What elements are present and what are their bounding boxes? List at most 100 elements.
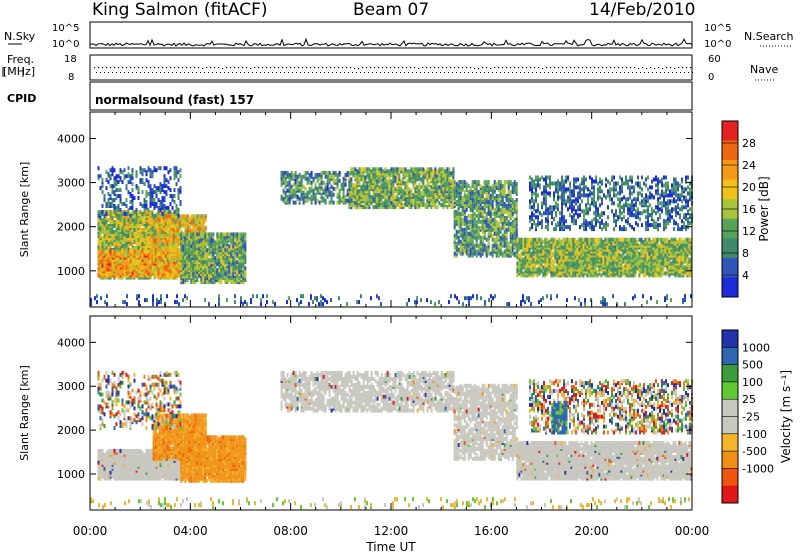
power-cell <box>125 204 128 208</box>
power-cell <box>224 266 227 271</box>
power-cell <box>368 167 371 172</box>
power-cell <box>461 202 464 206</box>
power-cell <box>455 241 458 246</box>
power-cell <box>382 177 385 182</box>
nave-point <box>116 72 117 73</box>
power-cell <box>334 186 337 191</box>
power-cell <box>222 232 225 237</box>
nave-point <box>148 72 149 73</box>
power-cell <box>416 167 419 172</box>
power-cell <box>479 247 482 252</box>
power-cell <box>310 180 313 185</box>
power-cell <box>448 171 451 176</box>
power-cell <box>228 232 231 237</box>
power-cell <box>396 185 399 190</box>
nave-point <box>152 72 153 73</box>
power-cell <box>424 185 427 190</box>
power-cell <box>99 222 102 226</box>
power-cell <box>412 199 415 204</box>
power-cell <box>226 248 229 253</box>
nave-point <box>248 72 249 73</box>
power-cell <box>453 233 456 238</box>
power-cell <box>342 190 345 195</box>
power-cell <box>444 195 447 200</box>
power-cell <box>372 197 375 202</box>
power-cell <box>151 261 154 266</box>
power-cell <box>206 232 209 237</box>
power-cell <box>202 232 205 237</box>
power-cell <box>360 167 363 172</box>
power-cell <box>133 249 136 254</box>
power-cell <box>208 236 211 241</box>
power-cell <box>113 176 116 181</box>
power-cell <box>242 232 245 237</box>
power-cell <box>388 169 391 174</box>
power-cell <box>131 237 134 242</box>
freq-point <box>290 67 292 69</box>
power-cell <box>190 278 193 283</box>
power-cell <box>332 176 335 181</box>
power-cell <box>103 198 106 202</box>
power-cell <box>177 192 180 196</box>
power-cell <box>396 167 399 172</box>
freq-point <box>562 67 564 69</box>
power-cell <box>475 213 478 218</box>
power-cell <box>434 167 437 172</box>
power-cell <box>350 195 353 200</box>
power-cell <box>434 205 437 210</box>
power-cell <box>368 173 371 178</box>
freq-point <box>422 67 424 69</box>
power-cell <box>143 198 146 202</box>
power-cell <box>190 238 193 243</box>
power-cell <box>192 272 195 277</box>
power-cell <box>173 170 176 175</box>
power-cell <box>467 190 470 195</box>
power-cell <box>469 186 472 191</box>
power-cell <box>475 223 478 228</box>
power-cell <box>139 224 142 228</box>
power-cell <box>119 168 122 173</box>
freq-point <box>314 67 316 69</box>
power-cell <box>218 232 221 237</box>
power-cell <box>386 169 389 174</box>
power-cell <box>103 213 106 218</box>
power-cell <box>177 170 180 175</box>
power-cell <box>304 186 307 191</box>
freq-point <box>526 67 528 69</box>
power-cell <box>169 168 172 173</box>
power-cell <box>188 216 191 221</box>
power-cell <box>186 228 189 233</box>
freq-point <box>354 68 356 70</box>
power-cell <box>177 178 180 183</box>
power-cell <box>103 257 106 262</box>
power-cell <box>386 189 389 194</box>
power-cell <box>179 200 182 204</box>
power-cell <box>176 220 179 225</box>
nave-point <box>396 72 397 73</box>
power-cell <box>176 252 179 256</box>
power-cell <box>226 272 229 277</box>
power-cell <box>394 167 397 172</box>
power-cell <box>131 202 134 206</box>
power-cell <box>434 193 437 198</box>
power-cell <box>166 254 169 258</box>
nave-point <box>516 72 517 73</box>
freq-point <box>286 67 288 69</box>
power-cell <box>230 258 233 263</box>
freq-point <box>210 67 212 69</box>
power-cell <box>370 201 373 206</box>
power-cell <box>161 205 164 210</box>
power-cell <box>240 250 243 255</box>
power-cell <box>453 209 456 214</box>
power-cell <box>163 180 166 185</box>
freq-point <box>206 67 208 69</box>
power-cell <box>463 227 466 232</box>
power-cell <box>378 179 381 184</box>
freq-point <box>378 67 380 69</box>
power-cell <box>294 170 297 175</box>
power-cell <box>344 172 347 177</box>
power-cell <box>306 176 309 181</box>
power-cell <box>465 182 468 187</box>
power-cell <box>168 254 171 258</box>
power-cell <box>101 190 104 195</box>
